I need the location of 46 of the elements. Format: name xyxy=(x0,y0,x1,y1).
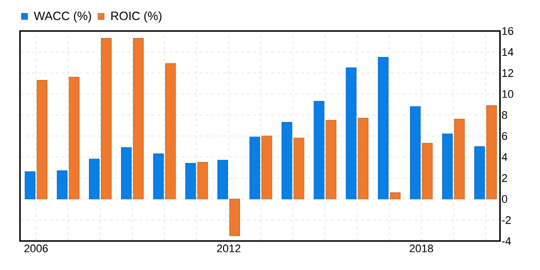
y-tick-label: 0 xyxy=(502,195,508,203)
bar xyxy=(390,192,401,200)
bar xyxy=(346,67,356,200)
bar xyxy=(282,122,292,200)
bar xyxy=(486,105,497,200)
bar xyxy=(56,170,68,200)
bar xyxy=(326,120,336,200)
legend-label: ROIC (%) xyxy=(111,11,162,22)
y-tick-label: 16 xyxy=(502,27,514,35)
bar xyxy=(153,154,164,200)
y-tick-label: 10 xyxy=(502,90,514,98)
y-tick-label: -2 xyxy=(502,216,511,224)
bar xyxy=(68,76,80,200)
bar xyxy=(24,171,36,200)
y-tick-label: 6 xyxy=(502,132,508,140)
bar xyxy=(229,198,240,236)
bar xyxy=(358,118,368,200)
y-tick-label: 12 xyxy=(502,69,514,77)
bar xyxy=(100,38,112,200)
bar xyxy=(121,147,132,200)
y-tick-label: 8 xyxy=(502,111,508,119)
bar xyxy=(262,136,272,200)
bar xyxy=(314,101,324,200)
bar xyxy=(422,143,433,200)
y-tick-label: 14 xyxy=(502,48,514,56)
bar xyxy=(474,146,485,200)
bar xyxy=(250,136,260,200)
x-tick-label: 2006 xyxy=(24,244,48,252)
bar xyxy=(217,160,228,200)
bar xyxy=(185,163,196,200)
bar xyxy=(88,158,100,200)
bar xyxy=(378,56,389,200)
legend-label: WACC (%) xyxy=(34,11,92,22)
bar xyxy=(442,134,453,200)
bar xyxy=(165,63,176,200)
bar xyxy=(454,118,465,200)
bar xyxy=(197,162,208,200)
y-tick-label: 2 xyxy=(502,174,508,182)
y-tick-label: 4 xyxy=(502,153,508,161)
bar xyxy=(133,38,144,200)
bar xyxy=(36,80,48,200)
x-tick-label: 2012 xyxy=(217,244,240,252)
bar xyxy=(294,138,304,200)
y-tick-label: -4 xyxy=(502,237,511,245)
x-tick-label: 2018 xyxy=(410,244,434,252)
bar xyxy=(410,106,421,200)
